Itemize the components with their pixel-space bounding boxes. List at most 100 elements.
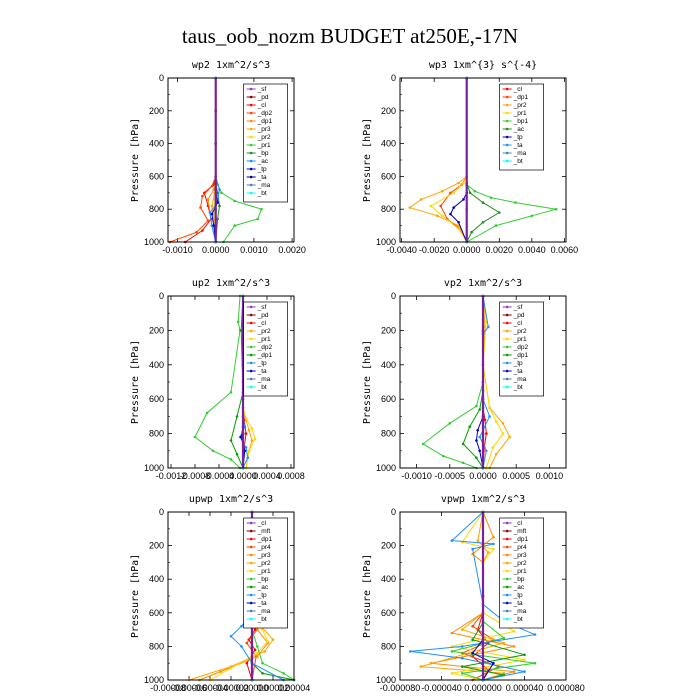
legend-label: _bt bbox=[257, 616, 267, 623]
data-point bbox=[409, 650, 412, 653]
data-point bbox=[205, 411, 209, 415]
y-tick-label: 1000 bbox=[144, 237, 164, 247]
data-point bbox=[473, 189, 477, 193]
series-line-dp2 bbox=[194, 295, 241, 469]
legend-marker bbox=[505, 377, 509, 381]
legend-label: _dp2 bbox=[513, 344, 529, 351]
legend-label: _bp bbox=[257, 576, 269, 583]
plot-frame bbox=[167, 77, 295, 243]
legend-label: _cl bbox=[513, 520, 523, 527]
series-line-pr2 bbox=[408, 78, 468, 243]
y-tick-label: 600 bbox=[381, 394, 396, 404]
data-point bbox=[475, 404, 478, 408]
legend-label: _pr3 bbox=[513, 552, 527, 559]
data-point bbox=[514, 201, 517, 204]
data-point bbox=[441, 214, 444, 218]
legend-marker bbox=[505, 585, 509, 589]
data-point bbox=[266, 640, 270, 643]
data-point bbox=[255, 645, 259, 648]
legend-marker bbox=[505, 353, 509, 357]
legend-marker bbox=[249, 111, 253, 115]
y-tick-label: 400 bbox=[381, 574, 396, 584]
data-point bbox=[256, 217, 260, 221]
x-tick-label: -0.0005 bbox=[435, 471, 466, 481]
data-point bbox=[501, 432, 505, 435]
x-tick-label: -0.000040 bbox=[421, 683, 462, 693]
data-point bbox=[206, 219, 210, 222]
legend-marker bbox=[249, 337, 253, 341]
x-tick-label: -0.0012 bbox=[156, 471, 187, 481]
legend-box bbox=[243, 517, 288, 629]
legend-marker bbox=[505, 135, 509, 139]
x-tick-label: 0.0010 bbox=[536, 471, 564, 481]
x-tick-label: 0.0005 bbox=[502, 471, 530, 481]
legend-label: _pr3 bbox=[257, 552, 271, 559]
legend-marker bbox=[249, 569, 253, 573]
x-tick-label: -0.0040 bbox=[386, 245, 417, 255]
y-tick-label: 400 bbox=[381, 360, 396, 370]
legend-marker bbox=[249, 305, 253, 309]
plot-frame bbox=[399, 511, 567, 681]
legend-label: _cl bbox=[513, 320, 523, 327]
legend-marker bbox=[249, 313, 253, 317]
data-point bbox=[210, 212, 214, 216]
data-point bbox=[235, 415, 239, 418]
legend-marker bbox=[505, 329, 509, 333]
legend-label: _pr4 bbox=[513, 544, 527, 551]
legend-label: _ac bbox=[513, 584, 525, 591]
x-tick-label: 0.000000 bbox=[464, 683, 502, 693]
x-tick-label: 0.0000 bbox=[202, 245, 230, 255]
legend-label: _pr4 bbox=[257, 544, 271, 551]
data-point bbox=[523, 670, 526, 673]
data-point bbox=[199, 206, 202, 209]
legend-marker bbox=[505, 609, 509, 613]
y-tick-label: 800 bbox=[149, 429, 164, 439]
legend-marker bbox=[505, 143, 509, 147]
data-point bbox=[243, 425, 247, 429]
data-point bbox=[462, 181, 465, 185]
data-point bbox=[475, 439, 478, 442]
legend-marker bbox=[249, 191, 253, 195]
legend-label: _ma bbox=[513, 150, 527, 157]
data-point bbox=[449, 191, 452, 195]
legend-marker bbox=[249, 183, 253, 187]
legend-marker bbox=[505, 521, 509, 525]
data-point bbox=[441, 454, 445, 458]
data-point bbox=[218, 188, 221, 191]
data-point bbox=[478, 435, 482, 439]
legend-marker bbox=[249, 345, 253, 349]
data-point bbox=[478, 408, 482, 411]
data-point bbox=[462, 198, 465, 201]
data-point bbox=[255, 628, 259, 631]
y-tick-label: 0 bbox=[159, 507, 164, 517]
legend-marker bbox=[505, 569, 509, 573]
legend-label: _pr2 bbox=[513, 102, 527, 109]
data-point bbox=[450, 631, 454, 635]
legend-label: _bp bbox=[257, 150, 269, 157]
y-tick-label: 200 bbox=[381, 325, 396, 335]
panel-title: up2 1xm^2/s^3 bbox=[192, 278, 270, 289]
legend-marker bbox=[249, 537, 253, 541]
data-point bbox=[201, 194, 204, 198]
x-tick-label: -0.0010 bbox=[401, 471, 432, 481]
legend-marker bbox=[505, 321, 509, 325]
data-point bbox=[233, 199, 237, 203]
data-point bbox=[229, 635, 233, 638]
data-point bbox=[492, 661, 495, 665]
legend-label: _mft bbox=[513, 528, 527, 535]
y-tick-label: 800 bbox=[381, 641, 396, 651]
data-point bbox=[429, 204, 433, 208]
data-point bbox=[240, 645, 243, 648]
legend-label: _ma bbox=[513, 608, 527, 615]
data-point bbox=[495, 420, 498, 423]
data-point bbox=[461, 672, 464, 675]
y-tick-label: 800 bbox=[381, 429, 396, 439]
legend-marker bbox=[249, 521, 253, 525]
y-tick-label: 600 bbox=[149, 171, 164, 181]
legend-label: _pr1 bbox=[257, 142, 271, 149]
legend-marker bbox=[249, 321, 253, 325]
legend-label: _dp1 bbox=[257, 118, 273, 125]
legend-marker bbox=[505, 127, 509, 131]
page-title: taus_oob_nozm BUDGET at250E,-17N bbox=[181, 24, 519, 48]
y-axis-label: Pressure [hPa] bbox=[362, 118, 373, 202]
